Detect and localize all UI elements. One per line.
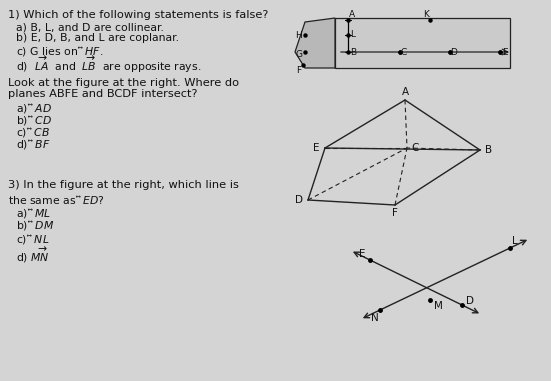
- Polygon shape: [335, 18, 510, 68]
- Text: F: F: [296, 66, 301, 75]
- Text: b) E, D, B, and L are coplanar.: b) E, D, B, and L are coplanar.: [16, 33, 179, 43]
- Text: D: D: [466, 296, 474, 306]
- Text: L: L: [350, 29, 355, 38]
- Text: H: H: [296, 30, 302, 40]
- Text: N: N: [371, 313, 379, 323]
- Text: K: K: [423, 10, 429, 19]
- Text: d) $\overrightarrow{MN}$: d) $\overrightarrow{MN}$: [16, 246, 50, 265]
- Text: c) G lies on $\overleftrightarrow{HF}$.: c) G lies on $\overleftrightarrow{HF}$.: [16, 44, 104, 58]
- Text: E: E: [502, 48, 508, 56]
- Text: c) $\overleftrightarrow{NL}$: c) $\overleftrightarrow{NL}$: [16, 232, 50, 246]
- Text: 1) Which of the following statements is false?: 1) Which of the following statements is …: [8, 10, 268, 20]
- Text: A: A: [402, 87, 408, 97]
- Text: D: D: [295, 195, 303, 205]
- Text: B: B: [485, 145, 493, 155]
- Text: 3) In the figure at the right, which line is: 3) In the figure at the right, which lin…: [8, 180, 239, 190]
- Text: B: B: [350, 48, 356, 56]
- Text: M: M: [434, 301, 442, 311]
- Text: C: C: [411, 143, 419, 153]
- Text: d) $\overleftrightarrow{BF}$: d) $\overleftrightarrow{BF}$: [16, 137, 51, 151]
- Text: Look at the figure at the right. Where do: Look at the figure at the right. Where d…: [8, 78, 239, 88]
- Text: b) $\overleftrightarrow{CD}$: b) $\overleftrightarrow{CD}$: [16, 113, 52, 127]
- Text: A: A: [349, 10, 355, 19]
- Text: D: D: [451, 48, 457, 56]
- Polygon shape: [295, 18, 335, 68]
- Text: E: E: [359, 249, 365, 259]
- Text: G: G: [295, 50, 302, 59]
- Text: a) $\overleftrightarrow{ML}$: a) $\overleftrightarrow{ML}$: [16, 206, 51, 220]
- Text: F: F: [392, 208, 398, 218]
- Text: E: E: [313, 143, 319, 153]
- Text: a) $\overleftrightarrow{AD}$: a) $\overleftrightarrow{AD}$: [16, 101, 52, 115]
- Text: c) $\overleftrightarrow{CB}$: c) $\overleftrightarrow{CB}$: [16, 125, 50, 139]
- Text: b) $\overleftrightarrow{DM}$: b) $\overleftrightarrow{DM}$: [16, 218, 55, 232]
- Text: L: L: [512, 236, 518, 246]
- Text: d)  $\overrightarrow{LA}$  and  $\overrightarrow{LB}$  are opposite rays.: d) $\overrightarrow{LA}$ and $\overright…: [16, 55, 201, 75]
- Text: a) B, L, and D are collinear.: a) B, L, and D are collinear.: [16, 22, 164, 32]
- Text: the same as $\overleftrightarrow{ED}$?: the same as $\overleftrightarrow{ED}$?: [8, 193, 105, 206]
- Text: planes ABFE and BCDF intersect?: planes ABFE and BCDF intersect?: [8, 89, 197, 99]
- Text: C: C: [401, 48, 407, 56]
